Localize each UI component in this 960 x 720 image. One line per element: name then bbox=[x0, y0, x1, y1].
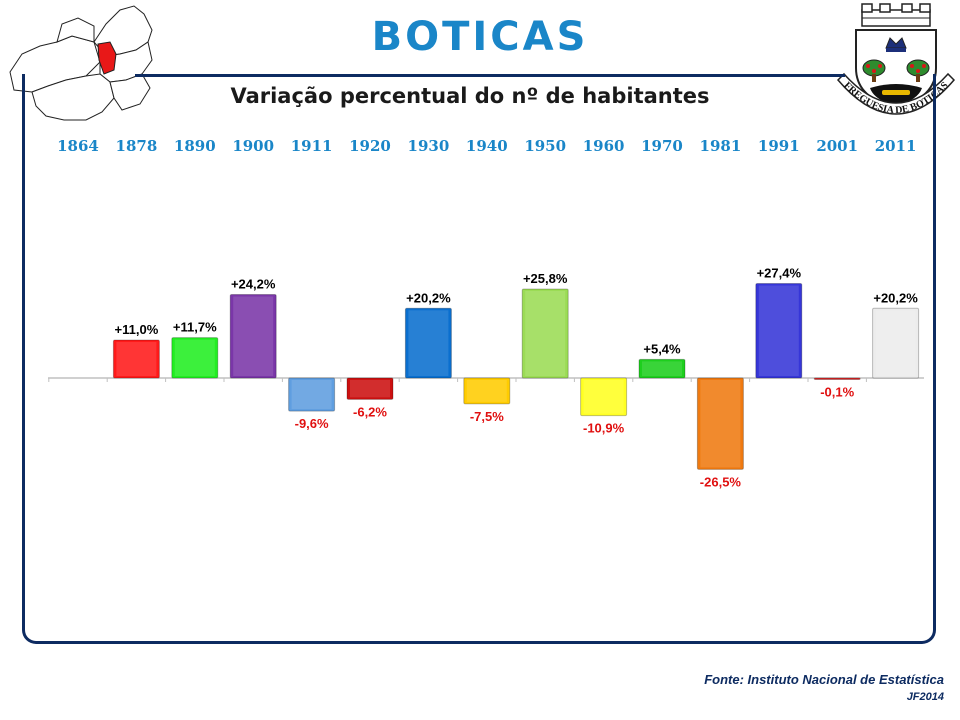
bar bbox=[872, 307, 920, 379]
x-tick-label: 1878 bbox=[115, 137, 158, 155]
bar-highlight bbox=[174, 339, 215, 376]
data-label: +11,7% bbox=[173, 320, 217, 335]
bar-highlight bbox=[408, 310, 449, 376]
x-tick-label: 1864 bbox=[57, 137, 99, 155]
x-tick-label: 1890 bbox=[173, 137, 216, 155]
bar bbox=[755, 282, 803, 379]
bar-highlight bbox=[291, 380, 332, 410]
bar-highlight bbox=[875, 310, 916, 376]
bar-highlight bbox=[233, 296, 274, 376]
data-label: +11,0% bbox=[115, 322, 159, 337]
data-label: -9,6% bbox=[295, 416, 329, 431]
x-tick-label: 1900 bbox=[232, 137, 275, 155]
bar-highlight bbox=[525, 290, 566, 376]
data-label: +5,4% bbox=[643, 341, 681, 356]
bar bbox=[696, 377, 744, 470]
x-tick-label: 2011 bbox=[874, 137, 917, 155]
x-tick-label: 1960 bbox=[582, 137, 625, 155]
frame-top-border bbox=[135, 74, 845, 77]
page-title: BOTICAS bbox=[371, 14, 589, 60]
tree-icon bbox=[906, 59, 930, 82]
chart-subtitle: Variação percentual do nº de habitantes bbox=[230, 84, 710, 108]
bar-highlight bbox=[116, 342, 157, 376]
x-tick-label: 1981 bbox=[699, 137, 742, 155]
bar bbox=[229, 294, 277, 379]
data-label: +20,2% bbox=[406, 290, 451, 305]
bar bbox=[288, 377, 336, 412]
bar-highlight bbox=[350, 380, 390, 398]
data-label: +24,2% bbox=[231, 277, 276, 292]
x-tick-label: 1991 bbox=[757, 137, 800, 155]
data-label: +20,2% bbox=[873, 290, 918, 305]
bar bbox=[638, 358, 686, 379]
data-label: +27,4% bbox=[757, 265, 802, 280]
x-tick-label: 1930 bbox=[407, 137, 450, 155]
year-labels-row: 1864 1878 1890 1900 1911 1920 1930 1940 1950 1960… bbox=[0, 137, 960, 159]
data-label: -10,9% bbox=[583, 421, 625, 436]
bar-highlight bbox=[583, 380, 624, 414]
bar-highlight bbox=[642, 361, 682, 376]
tree-icon bbox=[862, 59, 886, 82]
data-label: -0,1% bbox=[820, 385, 854, 400]
x-tick-label: 2001 bbox=[816, 137, 859, 155]
data-label: -6,2% bbox=[353, 404, 387, 419]
bar bbox=[404, 307, 452, 379]
bar-highlight bbox=[700, 380, 741, 468]
x-tick-label: 1920 bbox=[349, 137, 391, 155]
bar bbox=[580, 377, 628, 417]
bar bbox=[521, 288, 569, 379]
x-tick-label: 1970 bbox=[641, 137, 683, 155]
source-note: Fonte: Instituto Nacional de Estatística bbox=[704, 672, 944, 687]
bar-highlight bbox=[758, 285, 799, 376]
data-label: -26,5% bbox=[700, 474, 742, 489]
crown-icon bbox=[885, 37, 907, 52]
bar bbox=[112, 339, 160, 379]
x-tick-label: 1950 bbox=[524, 137, 567, 155]
district-map bbox=[9, 5, 153, 121]
bar bbox=[463, 377, 511, 405]
x-tick-label: 1911 bbox=[290, 137, 333, 155]
chart-frame bbox=[22, 74, 936, 644]
data-label: +25,8% bbox=[523, 271, 568, 286]
x-tick-label: 1940 bbox=[465, 137, 508, 155]
bar bbox=[346, 377, 394, 400]
signature: JF2014 bbox=[906, 691, 944, 703]
data-label: -7,5% bbox=[470, 409, 504, 424]
bar bbox=[171, 337, 219, 379]
bar bbox=[813, 377, 861, 380]
bar-highlight bbox=[466, 380, 507, 402]
